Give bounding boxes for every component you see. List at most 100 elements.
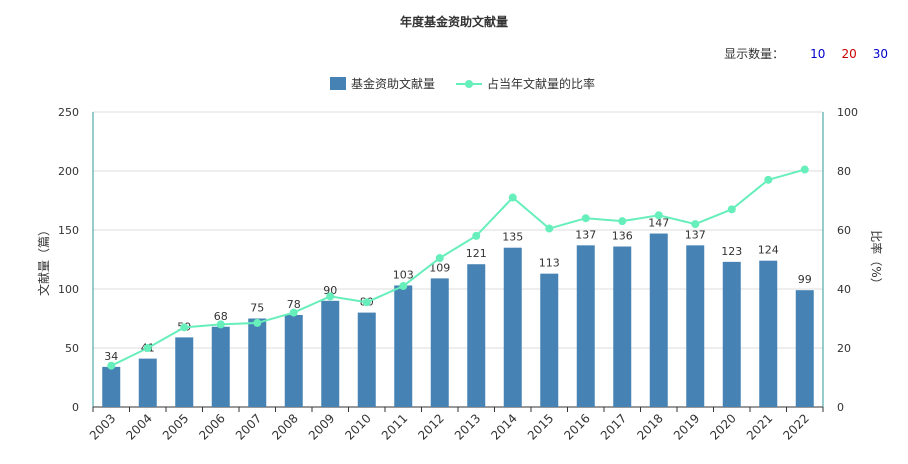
x-tick-label: 2010 (342, 411, 373, 442)
bar-value-label: 103 (393, 268, 414, 281)
bar (284, 314, 303, 407)
x-tick-label: 2018 (634, 411, 665, 442)
display-count-label: 显示数量： (724, 47, 785, 61)
y-tick-label: 150 (58, 224, 79, 237)
x-tick-label: 2007 (233, 411, 264, 442)
x-tick-label: 2015 (525, 411, 556, 442)
ratio-point (472, 231, 481, 240)
ratio-point (581, 214, 590, 223)
bar (211, 326, 230, 407)
y-tick-label: 200 (58, 165, 79, 178)
x-tick-label: 2014 (488, 411, 519, 442)
x-tick-label: 2020 (707, 411, 738, 442)
bar (321, 300, 340, 407)
display-count-option-20[interactable]: 20 (841, 46, 857, 61)
bar (430, 278, 449, 407)
x-tick-label: 2021 (744, 411, 775, 442)
ratio-point (800, 165, 809, 174)
display-count-selector: 显示数量： 10 20 30 (724, 45, 888, 62)
bar (467, 264, 486, 407)
bar-value-label: 137 (575, 228, 596, 241)
x-tick-label: 2016 (561, 411, 592, 442)
y-tick-label: 0 (72, 401, 79, 414)
x-tick-label: 2004 (123, 411, 154, 442)
ratio-point (764, 175, 773, 184)
bar-value-label: 136 (612, 230, 633, 243)
ratio-point (691, 220, 700, 229)
ratio-point (618, 217, 627, 226)
ratio-point (654, 211, 663, 220)
bar (613, 246, 632, 407)
y2-tick-label: 0 (837, 401, 844, 414)
ratio-point (180, 323, 189, 332)
x-tick-label: 2012 (415, 411, 446, 442)
bar (576, 245, 595, 407)
ratio-point (289, 308, 298, 317)
bar (540, 273, 559, 407)
ratio-line (110, 168, 806, 367)
ratio-point (362, 298, 371, 307)
y2-tick-label: 100 (837, 106, 858, 119)
ratio-point (216, 320, 225, 329)
legend-swatch-bar (330, 77, 346, 90)
legend-label-line: 占当年文献量的比率 (487, 76, 595, 91)
bar-value-label: 147 (648, 217, 669, 230)
y2-tick-label: 80 (837, 165, 851, 178)
ratio-point (435, 254, 444, 263)
x-tick-label: 2009 (306, 411, 337, 442)
x-tick-label: 2006 (196, 411, 227, 442)
x-tick-label: 2017 (598, 411, 629, 442)
bar (722, 261, 741, 407)
bar-value-label: 75 (250, 302, 264, 315)
ratio-point (107, 361, 116, 370)
ratio-point (143, 344, 152, 352)
bar (503, 247, 522, 407)
x-tick-label: 2022 (780, 411, 811, 442)
bar (686, 245, 705, 407)
bar (175, 337, 194, 407)
ratio-point (545, 224, 554, 233)
bar (138, 358, 157, 407)
bar (357, 312, 376, 407)
bar-value-label: 68 (214, 310, 228, 323)
display-count-option-30[interactable]: 30 (872, 46, 888, 61)
display-count-option-10[interactable]: 10 (810, 46, 826, 61)
ratio-point (399, 282, 408, 291)
bar (394, 285, 413, 407)
x-tick-label: 2019 (671, 411, 702, 442)
ratio-point (326, 292, 335, 301)
bar-value-label: 123 (721, 245, 742, 258)
bar-value-label: 124 (758, 244, 779, 257)
x-tick-label: 2011 (379, 411, 410, 442)
bar-value-label: 90 (323, 284, 337, 297)
x-tick-label: 2013 (452, 411, 483, 442)
bar-value-label: 113 (539, 257, 560, 270)
y-tick-label: 250 (58, 106, 79, 119)
x-tick-label: 2008 (269, 411, 300, 442)
y2-tick-label: 40 (837, 283, 851, 296)
x-tick-label: 2003 (87, 411, 118, 442)
bar-value-label: 78 (287, 298, 301, 311)
bar (102, 366, 121, 407)
legend-swatch-marker (465, 80, 473, 88)
y2-tick-label: 20 (837, 342, 851, 355)
x-tick-label: 2005 (160, 411, 191, 442)
bar-value-label: 109 (429, 261, 450, 274)
bar (795, 290, 814, 407)
bar-value-label: 121 (466, 247, 487, 260)
legend-label-bar: 基金资助文献量 (351, 76, 435, 91)
bar-value-label: 137 (685, 228, 706, 241)
ratio-point (508, 193, 517, 202)
chart-title: 年度基金资助文献量 (399, 15, 508, 29)
y2-axis-title: 比率（%） (869, 230, 884, 289)
y-tick-label: 100 (58, 283, 79, 296)
bar-value-label: 135 (502, 231, 523, 244)
bar-value-label: 34 (104, 350, 118, 363)
y-axis-title: 文献量（篇） (36, 224, 51, 296)
y-tick-label: 50 (65, 342, 79, 355)
bar-value-label: 99 (798, 273, 812, 286)
bar (759, 260, 778, 407)
bar (248, 318, 267, 407)
ratio-point (727, 205, 736, 214)
